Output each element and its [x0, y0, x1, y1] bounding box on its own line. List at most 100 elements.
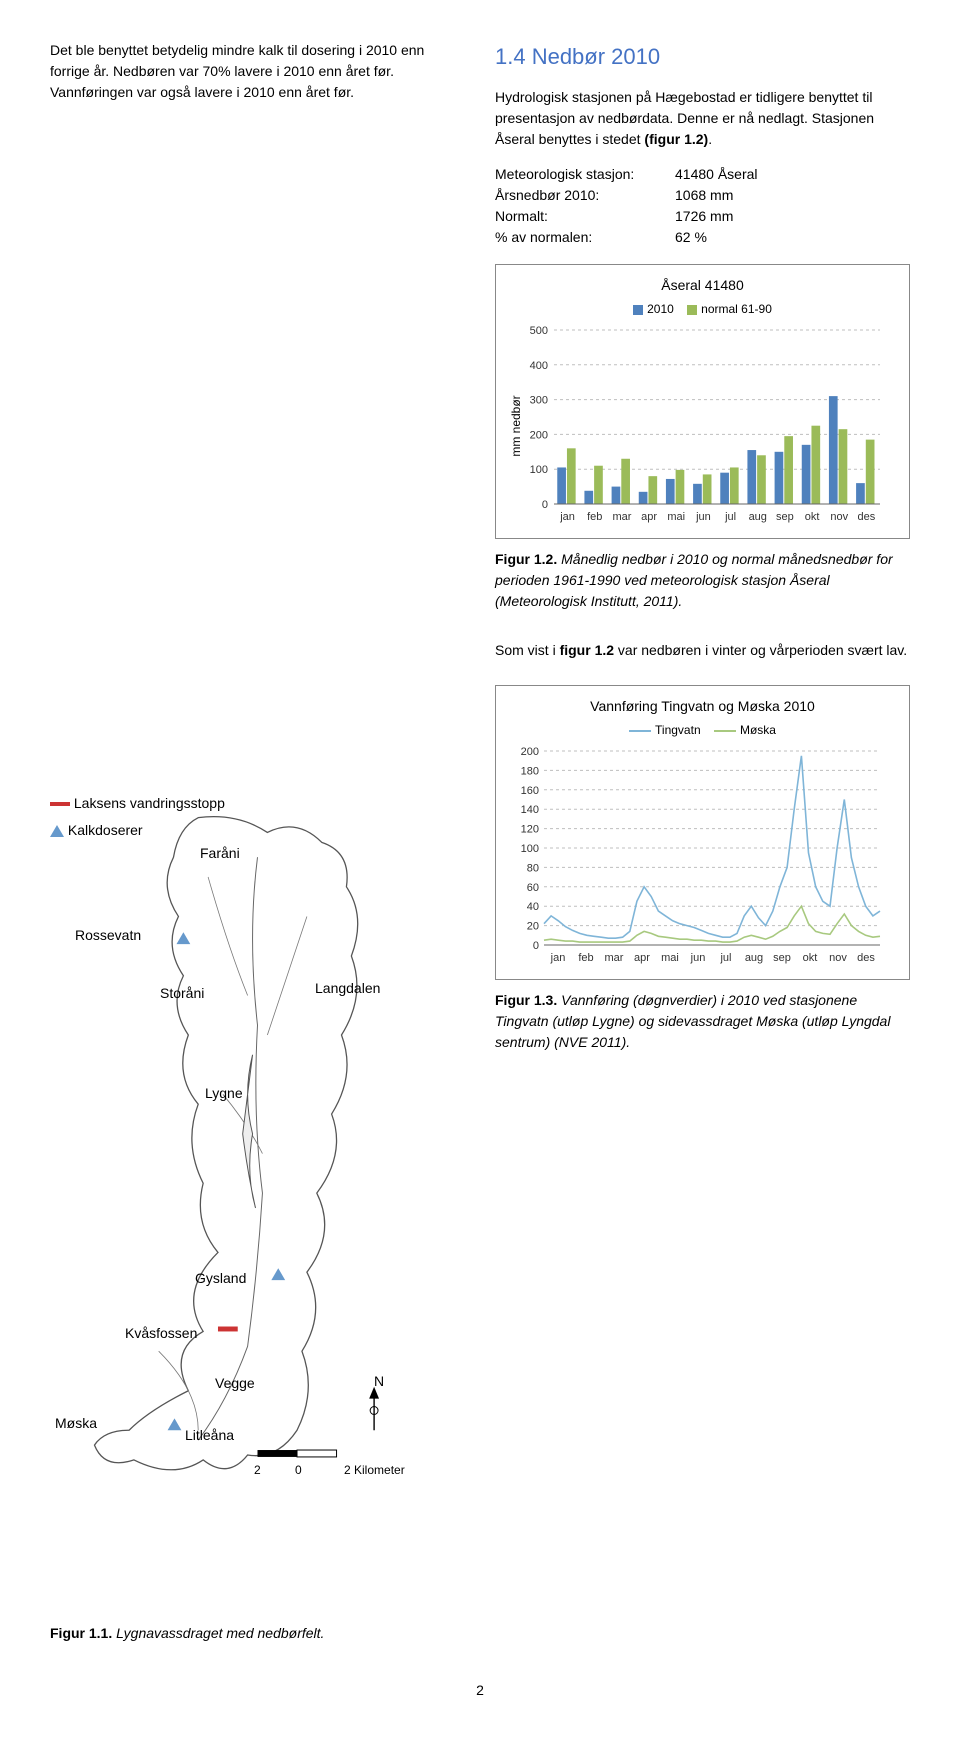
svg-text:aug: aug: [749, 511, 767, 523]
stats-label: Normalt:: [495, 206, 675, 227]
svg-text:mar: mar: [612, 511, 631, 523]
stats-value: 62 %: [675, 227, 707, 248]
stats-row: % av normalen:62 %: [495, 227, 910, 248]
stats-table: Meteorologisk stasjon:41480 ÅseralÅrsned…: [495, 164, 910, 248]
section-paragraph: Hydrologisk stasjonen på Hægebostad er t…: [495, 87, 910, 150]
stats-label: % av normalen:: [495, 227, 675, 248]
mid-text-b: var nedbøren i vinter og vår­perioden sv…: [614, 642, 907, 658]
chart1-svg: 0 100 200 300 400 500 mm nedbør janfebmaraprmai…: [508, 326, 888, 526]
stats-label: Meteorologisk stasjon:: [495, 164, 675, 185]
svg-text:jul: jul: [719, 952, 731, 964]
fig12-num: Figur 1.2.: [495, 551, 557, 567]
map-label-moska: Møska: [55, 1413, 97, 1434]
fig12-caption: Figur 1.2. Månedlig nedbør i 2010 og nor…: [495, 549, 910, 612]
svg-text:180: 180: [521, 765, 539, 777]
mid-paragraph: Som vist i figur 1.2 var nedbøren i vint…: [495, 640, 910, 661]
svg-text:0: 0: [533, 940, 539, 952]
chart2-leg1-icon: [629, 730, 651, 733]
svg-text:100: 100: [530, 464, 548, 476]
chart2-legend: Tingvatn Møska: [508, 721, 897, 739]
svg-text:des: des: [857, 952, 875, 964]
map-scale-right: 2 Kilometer: [344, 1461, 405, 1479]
chart1-legend: 2010 normal 61-90: [508, 300, 897, 318]
svg-text:mai: mai: [667, 511, 685, 523]
svg-text:60: 60: [527, 882, 539, 894]
chart1-container: Åseral 41480 2010 normal 61-90 0 100 200 30…: [495, 264, 910, 539]
chart2-leg2-label: Møska: [740, 723, 776, 737]
svg-text:20: 20: [527, 921, 539, 933]
map-label-gysland: Gysland: [195, 1268, 246, 1289]
svg-text:sep: sep: [776, 511, 794, 523]
stats-row: Meteorologisk stasjon:41480 Åseral: [495, 164, 910, 185]
map-label-storani: Storåni: [160, 983, 204, 1004]
page-number: 2: [50, 1680, 910, 1701]
fig11-num: Figur 1.1.: [50, 1625, 112, 1641]
fig13-caption: Figur 1.3. Vannføring (døgnverdier) i 20…: [495, 990, 910, 1053]
svg-text:mar: mar: [605, 952, 624, 964]
stats-label: Årsnedbør 2010:: [495, 185, 675, 206]
svg-text:120: 120: [521, 824, 539, 836]
svg-text:nov: nov: [830, 511, 848, 523]
stats-value: 41480 Åseral: [675, 164, 758, 185]
chart2-leg2-icon: [714, 730, 736, 733]
svg-text:aug: aug: [745, 952, 763, 964]
svg-text:okt: okt: [803, 952, 818, 964]
chart2-container: Vannføring Tingvatn og Møska 2010 Tingva…: [495, 685, 910, 980]
map-label-kvasfossen: Kvåsfossen: [125, 1323, 197, 1344]
map-label-lygne: Lygne: [205, 1083, 243, 1104]
svg-text:100: 100: [521, 843, 539, 855]
svg-text:okt: okt: [805, 511, 820, 523]
svg-text:40: 40: [527, 901, 539, 913]
svg-text:apr: apr: [634, 952, 650, 964]
fig11-text: Lygnavassdraget med nedbørfelt.: [112, 1625, 324, 1641]
svg-text:feb: feb: [578, 952, 593, 964]
svg-text:jun: jun: [695, 511, 711, 523]
svg-text:mai: mai: [661, 952, 679, 964]
svg-text:des: des: [858, 511, 876, 523]
stats-value: 1726 mm: [675, 206, 733, 227]
map-outline: [50, 793, 465, 1613]
svg-text:apr: apr: [641, 511, 657, 523]
svg-text:200: 200: [530, 429, 548, 441]
svg-text:feb: feb: [587, 511, 602, 523]
map-scale-mid: 0: [295, 1461, 302, 1479]
chart2-svg: 020406080100120140160180200janfebmaraprm…: [508, 747, 888, 967]
mid-text-a: Som vist i: [495, 642, 560, 658]
map-label-farani: Faråni: [200, 843, 240, 864]
chart2-title: Vannføring Tingvatn og Møska 2010: [508, 696, 897, 717]
map-label-north: N: [374, 1371, 384, 1392]
svg-text:300: 300: [530, 395, 548, 407]
fig13-num: Figur 1.3.: [495, 992, 557, 1008]
chart1-leg1-icon: [633, 305, 643, 315]
figure-ref-1-2b: figur 1.2: [560, 642, 614, 658]
fig11-caption: Figur 1.1. Lygnavassdraget med nedbørfel…: [50, 1623, 465, 1644]
map-label-vegge: Vegge: [215, 1373, 255, 1394]
svg-text:400: 400: [530, 360, 548, 372]
svg-text:0: 0: [542, 499, 548, 511]
map-label-rossevatn: Rossevatn: [75, 925, 141, 946]
svg-text:jun: jun: [690, 952, 706, 964]
svg-text:200: 200: [521, 747, 539, 758]
svg-text:160: 160: [521, 785, 539, 797]
intro-paragraph: Det ble benyttet betydelig mindre kalk t…: [50, 40, 465, 103]
section-title: 1.4 Nedbør 2010: [495, 40, 910, 73]
svg-text:jan: jan: [550, 952, 566, 964]
map-label-litleana: Litleåna: [185, 1425, 234, 1446]
svg-text:140: 140: [521, 804, 539, 816]
svg-text:sep: sep: [773, 952, 791, 964]
stats-row: Normalt:1726 mm: [495, 206, 910, 227]
svg-text:500: 500: [530, 326, 548, 337]
chart1-leg2-icon: [687, 305, 697, 315]
stats-value: 1068 mm: [675, 185, 733, 206]
stats-row: Årsnedbør 2010:1068 mm: [495, 185, 910, 206]
svg-text:jan: jan: [559, 511, 575, 523]
figure-ref-1-2: (figur 1.2): [644, 131, 708, 147]
chart1-title: Åseral 41480: [508, 275, 897, 296]
chart1-leg1-label: 2010: [647, 302, 674, 316]
svg-text:mm nedbør: mm nedbør: [509, 395, 523, 456]
svg-text:nov: nov: [829, 952, 847, 964]
chart1-leg2-label: normal 61-90: [701, 302, 772, 316]
map-label-langdalen: Langdalen: [315, 978, 380, 999]
map-scale-left: 2: [254, 1461, 261, 1479]
svg-text:jul: jul: [724, 511, 736, 523]
